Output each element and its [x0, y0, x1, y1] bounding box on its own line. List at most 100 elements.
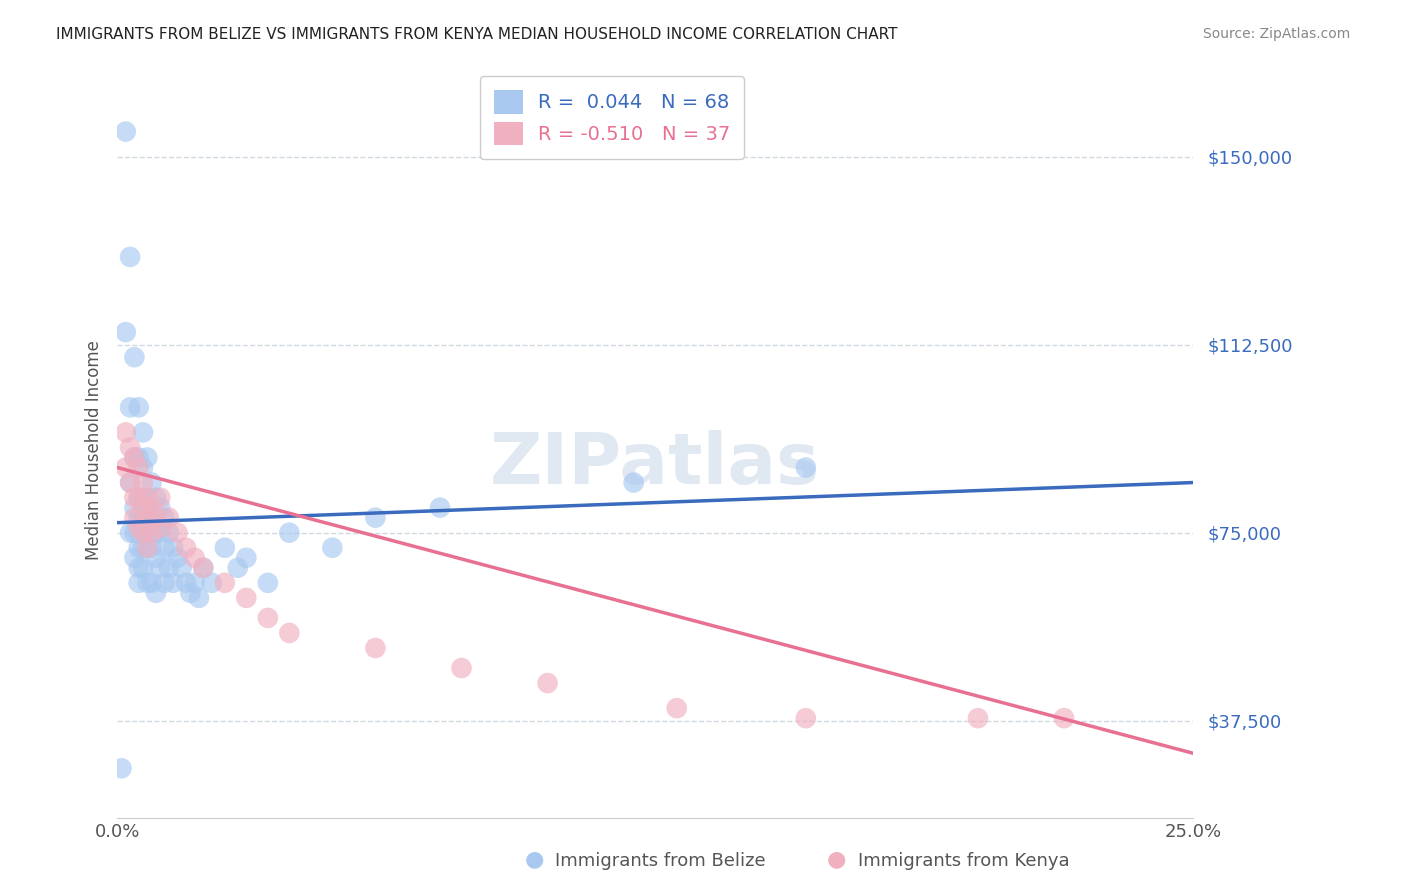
Point [364, 640, 387, 655]
Point [132, 491, 155, 505]
Point [278, 525, 301, 540]
Point [183, 575, 205, 590]
Text: ●: ● [827, 850, 846, 870]
Point [179, 586, 201, 600]
Point [132, 500, 155, 515]
Point [201, 575, 224, 590]
Point [256, 575, 278, 590]
Point [120, 475, 142, 490]
Point [128, 491, 150, 505]
Text: Immigrants from Belize: Immigrants from Belize [555, 852, 766, 870]
Point [132, 525, 155, 540]
Point [141, 510, 163, 524]
Point [124, 500, 146, 515]
Point [132, 460, 155, 475]
Point [166, 550, 188, 565]
Point [174, 541, 197, 555]
Legend: R =  0.044   N = 68, R = -0.510   N = 37: R = 0.044 N = 68, R = -0.510 N = 37 [479, 77, 744, 159]
Point [278, 626, 301, 640]
Point [114, 460, 136, 475]
Point [166, 525, 188, 540]
Point [149, 525, 172, 540]
Text: Source: ZipAtlas.com: Source: ZipAtlas.com [1202, 27, 1350, 41]
Point [136, 541, 159, 555]
Point [141, 500, 163, 515]
Point [141, 575, 163, 590]
Point [136, 575, 159, 590]
Point [967, 711, 990, 725]
Point [153, 510, 176, 524]
Point [132, 541, 155, 555]
Point [153, 575, 176, 590]
Text: IMMIGRANTS FROM BELIZE VS IMMIGRANTS FROM KENYA MEDIAN HOUSEHOLD INCOME CORRELAT: IMMIGRANTS FROM BELIZE VS IMMIGRANTS FRO… [56, 27, 898, 42]
Text: Immigrants from Kenya: Immigrants from Kenya [858, 852, 1070, 870]
Point [1053, 711, 1076, 725]
Point [145, 510, 167, 524]
Point [450, 661, 472, 675]
Point [124, 550, 146, 565]
Point [124, 491, 146, 505]
Point [128, 561, 150, 575]
Point [429, 500, 451, 515]
Point [128, 541, 150, 555]
Point [149, 561, 172, 575]
Point [149, 491, 172, 505]
Point [128, 525, 150, 540]
Point [149, 521, 172, 535]
Point [128, 510, 150, 524]
Point [128, 460, 150, 475]
Point [145, 550, 167, 565]
Point [114, 425, 136, 440]
Point [364, 510, 387, 524]
Point [120, 475, 142, 490]
Point [188, 591, 211, 605]
Point [136, 500, 159, 515]
Point [136, 491, 159, 505]
Point [132, 475, 155, 490]
Point [128, 401, 150, 415]
Point [128, 491, 150, 505]
Point [157, 561, 180, 575]
Point [120, 401, 142, 415]
Point [114, 325, 136, 339]
Point [145, 586, 167, 600]
Point [110, 761, 132, 775]
Point [665, 701, 688, 715]
Y-axis label: Median Household Income: Median Household Income [86, 340, 103, 560]
Point [256, 611, 278, 625]
Point [136, 510, 159, 524]
Point [214, 575, 236, 590]
Point [536, 676, 558, 690]
Point [157, 525, 180, 540]
Point [141, 525, 163, 540]
Point [128, 450, 150, 465]
Point [120, 441, 142, 455]
Text: ZIPatlas: ZIPatlas [491, 430, 820, 500]
Point [132, 425, 155, 440]
Point [120, 250, 142, 264]
Point [214, 541, 236, 555]
Point [136, 525, 159, 540]
Point [170, 561, 193, 575]
Point [136, 450, 159, 465]
Point [794, 460, 817, 475]
Point [132, 510, 155, 524]
Point [132, 561, 155, 575]
Point [136, 541, 159, 555]
Point [149, 500, 172, 515]
Point [153, 541, 176, 555]
Point [623, 475, 645, 490]
Point [157, 510, 180, 524]
Point [235, 550, 257, 565]
Point [226, 561, 249, 575]
Point [794, 711, 817, 725]
Point [124, 525, 146, 540]
Point [174, 575, 197, 590]
Text: ●: ● [524, 850, 544, 870]
Point [141, 541, 163, 555]
Point [145, 491, 167, 505]
Point [128, 575, 150, 590]
Point [162, 541, 184, 555]
Point [132, 525, 155, 540]
Point [114, 125, 136, 139]
